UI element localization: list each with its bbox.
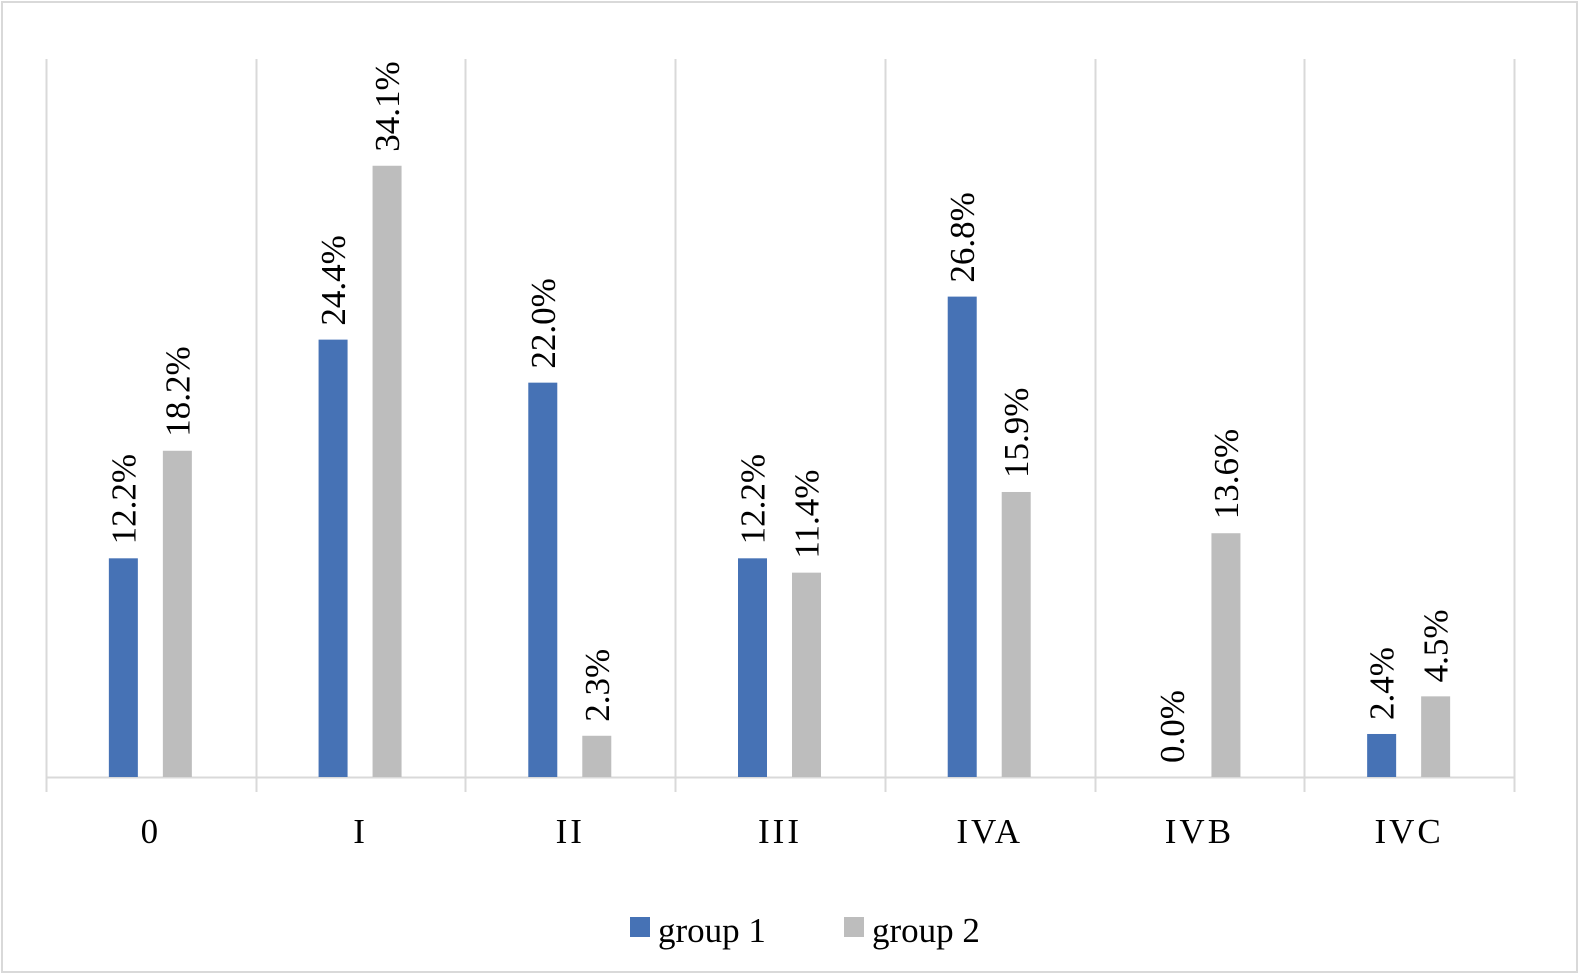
data-label: 26.8% <box>943 192 982 282</box>
category-label: IVA <box>956 812 1023 851</box>
category-label: 0 <box>141 812 162 851</box>
category-label: II <box>556 812 585 851</box>
bar-group-2-I <box>372 165 402 777</box>
data-label: 13.6% <box>1207 429 1246 519</box>
data-label: 11.4% <box>788 470 827 559</box>
data-label: 15.9% <box>997 388 1036 478</box>
category-label: I <box>353 812 368 851</box>
category-axis-labels: 0 I II III IVA IVB IVC <box>141 812 1444 851</box>
data-label: 4.5% <box>1417 609 1456 682</box>
legend-label-group-1: group 1 <box>658 911 766 950</box>
data-label: 2.3% <box>578 649 617 722</box>
bar-group-1-II <box>528 382 558 777</box>
legend: group 1 group 2 <box>630 911 980 950</box>
bar-group-1-III <box>738 558 767 777</box>
legend-label-group-2: group 2 <box>872 911 980 950</box>
data-label: 0.0% <box>1153 690 1192 763</box>
data-label: 34.1% <box>368 61 407 151</box>
bar-group-1-IVA <box>947 296 977 777</box>
bars <box>108 165 1451 777</box>
data-labels: 12.2% 24.4% 22.0% 12.2% 26.8% 0.0% 2.4% 18.2% 34… <box>104 61 1455 763</box>
bar-group-2-IVC <box>1421 696 1451 777</box>
legend-swatch-group-2 <box>844 917 864 937</box>
bar-group-1-0 <box>108 558 138 777</box>
grid-lines <box>45 59 1516 792</box>
bar-group-2-0 <box>162 450 192 777</box>
category-label: III <box>758 812 802 851</box>
bar-group-2-IVA <box>1001 491 1031 777</box>
bar-group-1-I <box>318 339 348 777</box>
category-label: IVC <box>1375 812 1444 851</box>
data-label: 12.2% <box>104 454 143 544</box>
legend-swatch-group-1 <box>630 917 650 937</box>
bar-group-2-III <box>792 572 821 777</box>
data-label: 2.4% <box>1363 647 1402 720</box>
bar-group-2-IVB <box>1211 533 1241 777</box>
data-label: 22.0% <box>524 278 563 368</box>
data-label: 24.4% <box>314 235 353 325</box>
bar-group-2-II <box>582 735 612 777</box>
category-label: IVB <box>1165 812 1234 851</box>
data-label: 18.2% <box>158 346 197 436</box>
data-label: 12.2% <box>734 454 773 544</box>
bar-group-1-IVC <box>1367 733 1397 777</box>
